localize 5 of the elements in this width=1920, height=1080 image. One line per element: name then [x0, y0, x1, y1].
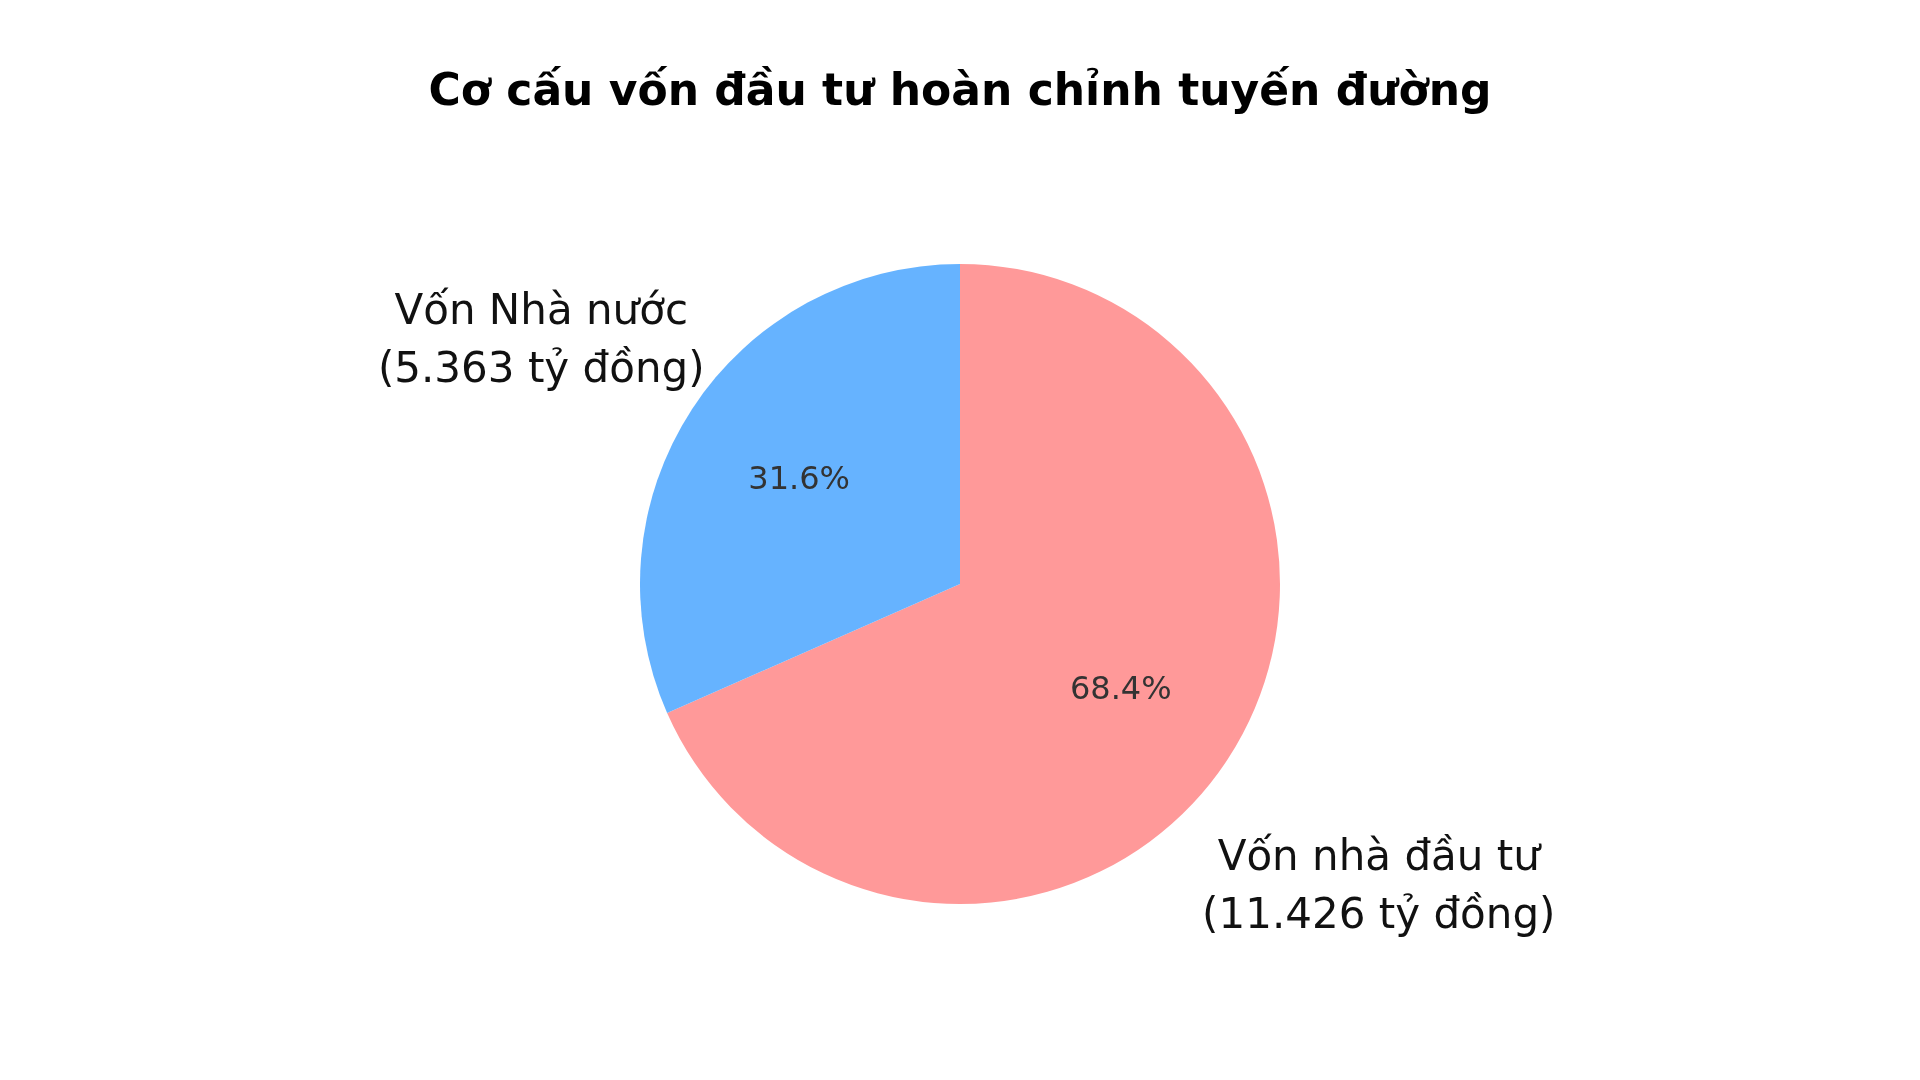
slice-label: Vốn Nhà nước (5.363 tỷ đồng): [377, 284, 705, 392]
slice-label: Vốn nhà đầu tư (11.426 tỷ đồng): [1202, 831, 1556, 939]
chart-title: Cơ cấu vốn đầu tư hoàn chỉnh tuyến đường: [428, 64, 1492, 115]
data-label: 31.6%: [748, 459, 851, 498]
data-label: 68.4%: [1069, 668, 1172, 707]
